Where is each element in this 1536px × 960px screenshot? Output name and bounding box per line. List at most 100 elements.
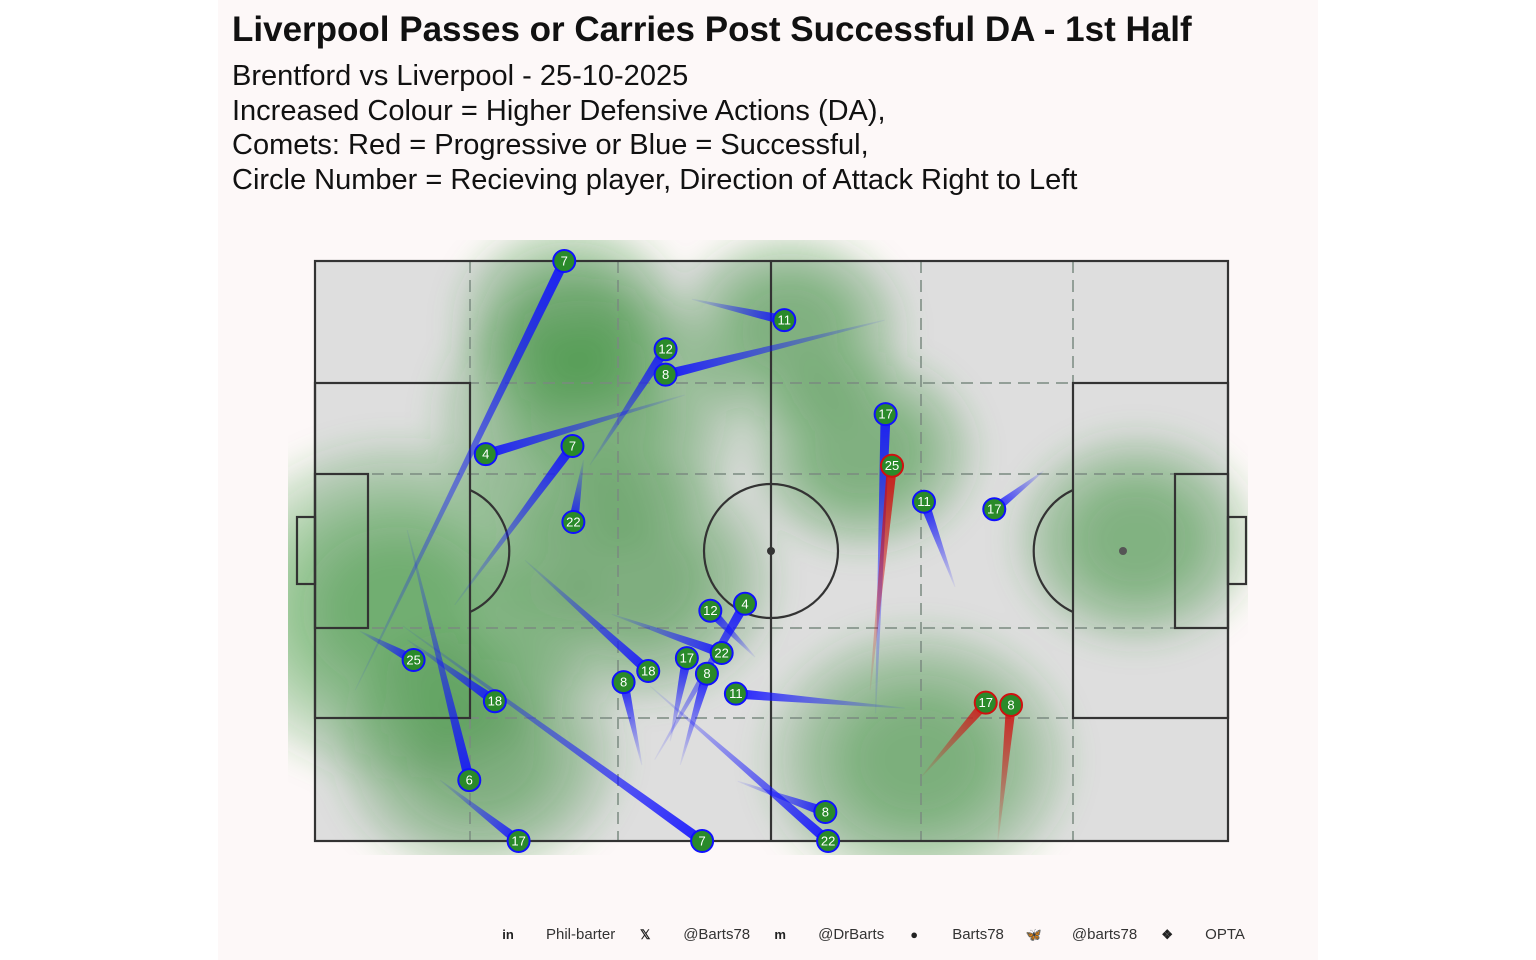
receiver-number: 8 <box>822 805 829 820</box>
receiver-number: 8 <box>662 367 669 382</box>
successful-comet <box>354 258 569 691</box>
receiver-marker: 8 <box>653 362 678 387</box>
receiver-marker: 17 <box>506 829 531 853</box>
receiver-circle <box>401 648 426 673</box>
penalty-spot-right <box>1119 547 1127 555</box>
receiver-marker: 12 <box>653 337 678 362</box>
receiver-number: 17 <box>511 834 525 849</box>
receiver-circle <box>674 646 699 671</box>
successful-comet <box>618 681 643 766</box>
receiver-number: 7 <box>569 439 576 454</box>
receiver-marker: 11 <box>772 308 797 333</box>
subtitle-line: Circle Number = Recieving player, Direct… <box>232 164 1078 196</box>
receiver-number: 12 <box>658 342 672 357</box>
receiver-number: 22 <box>714 645 728 660</box>
successful-comet <box>649 685 832 845</box>
dropbox-icon: ❖ <box>1161 926 1173 942</box>
successful-comet <box>589 346 670 466</box>
successful-comet <box>691 298 786 326</box>
successful-comet <box>568 459 584 523</box>
receiver-circle <box>911 489 936 514</box>
receiver-circle <box>636 659 661 684</box>
subtitle-line: Increased Colour = Higher Defensive Acti… <box>232 95 886 127</box>
receiver-marker: 8 <box>611 670 636 695</box>
receiver-circle <box>733 591 758 616</box>
successful-comet <box>735 688 905 709</box>
successful-comet <box>991 470 1044 514</box>
receiver-number: 6 <box>466 773 473 788</box>
receiver-circle <box>560 434 585 459</box>
receiver-marker: 25 <box>880 453 905 478</box>
receiver-marker: 7 <box>690 829 715 853</box>
receiver-number: 17 <box>878 407 892 422</box>
progressive-comet <box>921 699 990 777</box>
receiver-marker: 7 <box>552 249 577 273</box>
receiver-number: 8 <box>703 666 710 681</box>
successful-comet <box>524 559 652 675</box>
receiver-marker: 22 <box>709 640 734 665</box>
receiver-circle <box>694 661 719 686</box>
receiver-marker: 4 <box>733 591 758 616</box>
receiver-circle <box>506 829 531 853</box>
github-icon: ● <box>910 927 919 942</box>
receiver-number: 17 <box>978 695 992 710</box>
chart-title: Liverpool Passes or Carries Post Success… <box>232 10 1192 49</box>
receiver-number: 25 <box>406 653 420 668</box>
receiver-circle <box>653 337 678 362</box>
receiver-marker: 17 <box>873 402 898 427</box>
receiver-circle <box>816 829 841 853</box>
footer-text: Phil-barter <box>546 926 616 943</box>
receiver-circle <box>552 249 577 273</box>
receiver-number: 7 <box>561 254 568 269</box>
receiver-number: 18 <box>641 664 655 679</box>
receiver-circle <box>690 829 715 853</box>
receiver-marker: 17 <box>973 690 998 715</box>
receiver-marker: 8 <box>813 800 838 824</box>
successful-comet <box>611 613 724 658</box>
receiver-circle <box>772 308 797 333</box>
goal-left <box>295 515 317 586</box>
density-contour <box>423 705 535 803</box>
successful-comet <box>406 639 498 706</box>
receiver-number: 25 <box>885 458 899 473</box>
receiver-marker: 22 <box>816 829 841 853</box>
receiver-circle <box>973 690 998 715</box>
receiver-number: 17 <box>987 502 1001 517</box>
receiver-number: 7 <box>698 834 705 849</box>
footer-text: @barts78 <box>1071 926 1138 943</box>
receiver-marker: 8 <box>694 661 719 686</box>
successful-comet <box>664 319 885 380</box>
goal-right <box>1226 515 1248 586</box>
receiver-marker: 4 <box>473 442 498 467</box>
receiver-number: 11 <box>729 686 743 701</box>
density-contour <box>579 531 691 629</box>
receiver-marker: 8 <box>999 692 1024 717</box>
footer-text: @DrBarts <box>818 926 885 943</box>
receiver-circle <box>482 689 507 714</box>
successful-comet <box>402 625 706 846</box>
receiver-circle <box>813 800 838 824</box>
mastodon-icon: m <box>774 927 786 942</box>
footer-text: @Barts78 <box>683 926 751 943</box>
receiver-number: 4 <box>741 596 748 611</box>
penalty-arc-left <box>469 488 511 614</box>
receiver-marker: 22 <box>561 510 586 534</box>
progressive-comet <box>869 465 897 691</box>
receiver-circle <box>880 453 905 478</box>
successful-comet <box>359 630 416 665</box>
receiver-circle <box>982 497 1007 522</box>
receiver-number: 11 <box>917 494 931 509</box>
density-contour <box>1086 495 1187 584</box>
x-icon: 𝕏 <box>639 926 651 942</box>
receiver-marker: 7 <box>560 434 585 459</box>
footer-text: Barts78 <box>952 926 1004 943</box>
successful-comet <box>737 780 828 817</box>
subtitle-line: Comets: Red = Progressive or Blue = Succ… <box>232 129 869 161</box>
receiver-number: 8 <box>620 675 627 690</box>
receiver-circle <box>611 670 636 695</box>
successful-comet <box>919 499 956 588</box>
receiver-marker: 11 <box>723 681 748 706</box>
receiver-circle <box>653 362 678 387</box>
receiver-number: 11 <box>778 313 792 328</box>
